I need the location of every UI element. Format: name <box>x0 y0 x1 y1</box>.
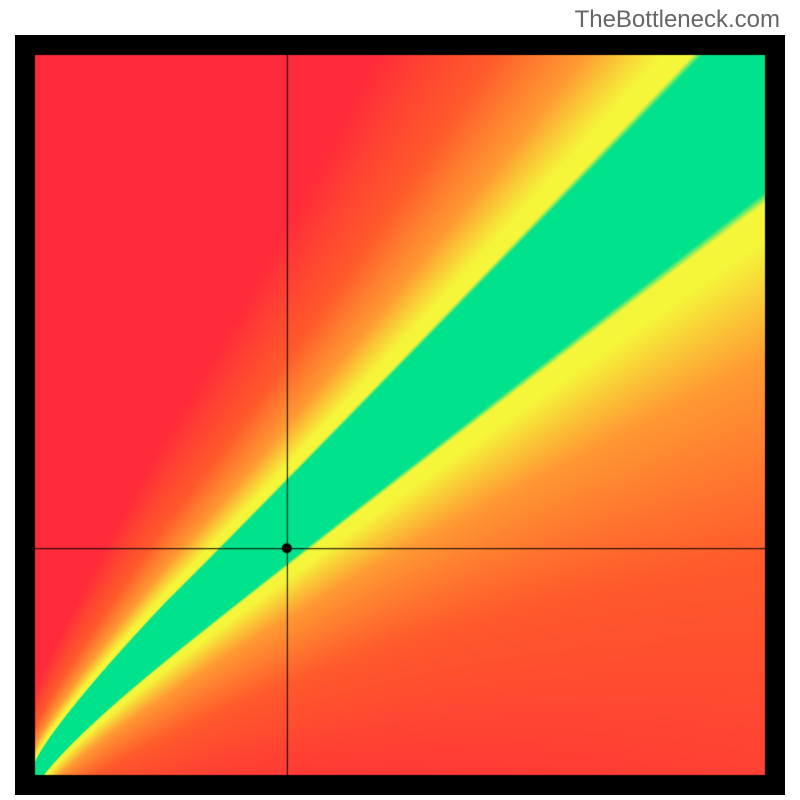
watermark-text: TheBottleneck.com <box>575 6 780 34</box>
chart-container: TheBottleneck.com <box>0 0 800 800</box>
heatmap-canvas <box>15 35 785 795</box>
plot-area <box>15 35 785 795</box>
